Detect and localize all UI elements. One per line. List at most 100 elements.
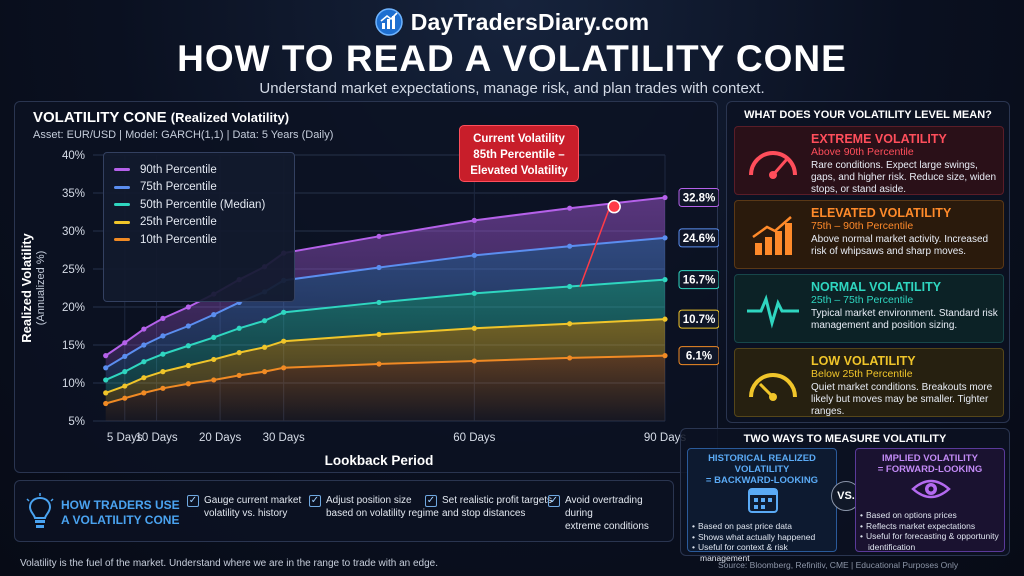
legend-label: 25th Percentile	[140, 216, 217, 229]
brand-header: DayTradersDiary.com	[0, 8, 1024, 41]
chart-title-main: VOLATILITY CONE	[33, 109, 167, 126]
data-point	[211, 334, 217, 340]
legend-label: 90th Percentile	[140, 163, 217, 176]
data-point	[122, 353, 128, 359]
volatility-level-panel: WHAT DOES YOUR VOLATILITY LEVEL MEAN? EX…	[726, 101, 1010, 423]
legend-item: 50th Percentile (Median)	[114, 196, 284, 214]
data-point	[103, 377, 109, 383]
current-volatility-marker	[607, 199, 621, 214]
traders-title: HOW TRADERS USE A VOLATILITY CONE	[61, 498, 180, 528]
legend-label: 10th Percentile	[140, 233, 217, 246]
trader-use-text: Gauge current market volatility vs. histo…	[204, 494, 301, 520]
y-tick-label: 25%	[62, 264, 85, 276]
y-axis-sublabel: (Annualized %)	[35, 251, 47, 326]
historical-head-1: HISTORICAL REALIZED VOLATILITY	[708, 453, 816, 475]
data-point	[376, 233, 382, 239]
x-tick-label: 10 Days	[135, 432, 177, 444]
data-point	[103, 400, 109, 407]
end-label-box	[678, 228, 719, 248]
chart-panel: 5% 10% 15% 20% 25% 30% 35% 40% 5 Days 10 Days 20 D…	[14, 101, 719, 473]
volatility-card-range: Below 25th Percentile	[811, 368, 913, 380]
x-axis-label: Lookback Period	[325, 453, 434, 468]
bar-chart-up-icon	[752, 216, 792, 255]
data-point	[211, 312, 217, 318]
trader-use-item: ✓ Set realistic profit targets and stop di…	[425, 494, 552, 520]
volatility-card-range: 75th – 90th Percentile	[811, 220, 914, 232]
end-label-box	[678, 309, 719, 329]
how-traders-use-panel: HOW TRADERS USE A VOLATILITY CONE ✓ Gauge…	[14, 480, 674, 542]
y-axis-label: Realized Volatility	[19, 232, 34, 342]
data-point	[281, 338, 287, 344]
trader-use-line-1: Gauge current market	[204, 495, 302, 506]
list-item: Useful for forecasting & opportunity ide…	[866, 531, 1004, 552]
trader-use-line-2: volatility vs. history	[204, 508, 288, 519]
data-point	[122, 340, 128, 346]
data-point	[281, 365, 287, 371]
volatility-card-range: 25th – 75th Percentile	[811, 294, 914, 306]
data-point	[567, 205, 573, 211]
y-tick-label: 5%	[68, 416, 85, 428]
data-point	[185, 304, 191, 310]
checkbox-icon: ✓	[548, 495, 560, 507]
data-point	[236, 325, 242, 331]
end-label: 10.7%	[683, 314, 716, 326]
trader-use-line-2: and stop distances	[442, 508, 526, 519]
volatility-level-title: WHAT DOES YOUR VOLATILITY LEVEL MEAN?	[744, 109, 992, 121]
footer-tagline: Volatility is the fuel of the market. Un…	[20, 558, 439, 569]
data-point	[160, 315, 166, 321]
volatility-card-head: EXTREME VOLATILITY	[811, 132, 947, 146]
page-subtitle: Understand market expectations, manage r…	[259, 80, 765, 97]
footer-source: Source: Bloomberg, Refinitiv, CME | Educ…	[718, 560, 959, 570]
data-point	[160, 351, 166, 357]
cone-band	[105, 279, 665, 393]
cone-band	[105, 237, 665, 380]
data-point	[567, 283, 573, 290]
legend-item: 75th Percentile	[114, 179, 284, 197]
data-point	[185, 381, 191, 387]
implied-list: Based on options pricesReflects market e…	[856, 510, 1004, 552]
data-point	[122, 395, 128, 401]
volatility-card-desc: Above normal market activity. Increased …	[811, 234, 989, 257]
page-title: HOW TO READ A VOLATILITY CONE	[177, 38, 847, 79]
data-point	[160, 333, 166, 339]
heartbeat-icon	[747, 294, 799, 329]
data-point	[662, 316, 668, 322]
end-label-box	[678, 270, 719, 290]
y-tick-label: 30%	[62, 226, 85, 238]
list-item: Reflects market expectations	[866, 521, 1004, 532]
trader-use-text: Avoid overtrading during extreme conditio…	[565, 494, 673, 533]
chart-title-sub: (Realized Volatility)	[170, 110, 290, 125]
data-point	[662, 194, 668, 201]
legend-label: 50th Percentile (Median)	[140, 198, 266, 211]
data-point	[471, 325, 477, 331]
callout-connector	[579, 200, 613, 288]
eye-icon	[911, 479, 951, 499]
checkbox-icon: ✓	[309, 495, 321, 507]
cone-band	[105, 319, 665, 404]
end-label: 16.7%	[683, 275, 716, 287]
callout-line-2: 85th Percentile –	[473, 149, 565, 161]
end-label: 32.8%	[683, 193, 716, 205]
data-point	[662, 277, 668, 283]
current-volatility-callout: Current Volatility 85th Percentile – Ele…	[459, 125, 579, 182]
measure-volatility-panel: TWO WAYS TO MEASURE VOLATILITY HISTORICA…	[680, 428, 1010, 563]
data-point	[471, 252, 477, 258]
speedometer-high-icon	[749, 151, 797, 179]
volatility-card-head: ELEVATED VOLATILITY	[811, 206, 952, 220]
list-item: Based on past price data	[698, 521, 836, 532]
data-point	[236, 350, 242, 356]
calendar-icon	[748, 488, 778, 513]
volatility-card-range: Above 90th Percentile	[811, 146, 914, 158]
legend-swatch	[114, 168, 130, 172]
list-item: Based on options prices	[866, 510, 1004, 521]
y-tick-label: 10%	[62, 378, 85, 390]
traders-title-2: A VOLATILITY CONE	[61, 513, 180, 527]
legend-item: 90th Percentile	[114, 161, 284, 179]
list-item: Useful for context & risk management	[698, 542, 836, 563]
legend-swatch	[114, 238, 130, 242]
data-point	[122, 369, 128, 375]
lightbulb-icon	[26, 493, 54, 528]
data-point	[185, 323, 191, 329]
x-tick-label: 20 Days	[199, 432, 241, 444]
measure-title: TWO WAYS TO MEASURE VOLATILITY	[743, 433, 947, 445]
